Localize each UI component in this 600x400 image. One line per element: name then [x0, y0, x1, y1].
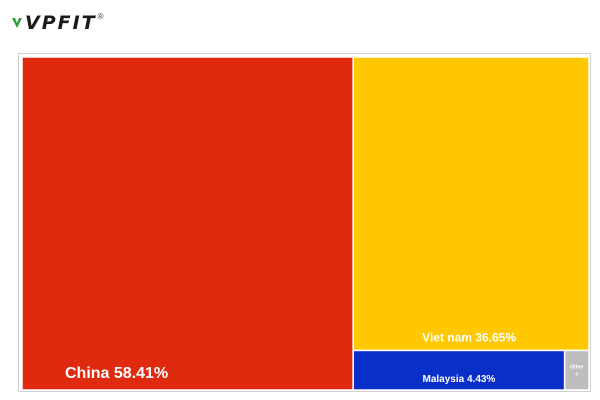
treemap-label-malaysia: Malaysia 4.43% — [423, 374, 496, 385]
treemap-tile-other-s — [563, 349, 590, 391]
treemap-svg: China 58.41% Viet nam 36.65% Malaysia 4.43… — [21, 56, 590, 391]
treemap-tile-malaysia — [352, 349, 566, 391]
logo-text: VPFIT — [25, 12, 97, 34]
treemap-label-other-s: s — [575, 371, 578, 377]
treemap-label-viet-nam: Viet nam 36.65% — [422, 330, 516, 344]
leaf-icon — [12, 18, 22, 28]
treemap-chart: China 58.41% Viet nam 36.65% Malaysia 4.43… — [18, 53, 591, 392]
treemap-tile-china — [21, 56, 354, 391]
brand-logo: VPFIT ® — [10, 10, 104, 36]
treemap-tile-viet-nam — [352, 56, 590, 352]
treemap-label-other-s: Other — [570, 364, 583, 370]
treemap-label-china: China 58.41% — [65, 365, 168, 382]
registered-mark: ® — [97, 12, 104, 21]
